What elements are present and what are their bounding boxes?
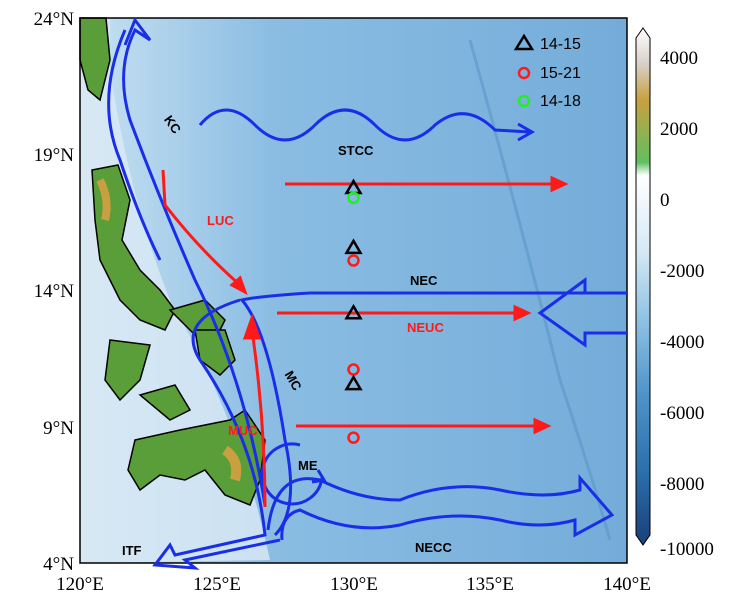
me-eddy <box>260 442 327 506</box>
station-marker-15-21 <box>347 363 360 376</box>
mc-current <box>152 298 281 570</box>
colorbar-tick: -8000 <box>660 474 704 495</box>
luc-arrow <box>161 169 241 287</box>
colorbar-tick: 4000 <box>660 48 698 69</box>
lat-tick: 4°N <box>43 554 74 575</box>
label-luc: LUC <box>207 213 234 228</box>
station-marker-15-21 <box>347 254 360 267</box>
land <box>79 17 266 506</box>
label-neuc: NEUC <box>407 320 444 335</box>
muc-arrow <box>250 329 267 508</box>
colorbar-tick: -10000 <box>660 539 714 560</box>
lon-tick: 140°E <box>603 574 651 595</box>
legend-label: 15-21 <box>540 65 581 82</box>
stcc-current <box>198 108 536 142</box>
colorbar-tick: 0 <box>660 190 670 211</box>
lon-tick: 125°E <box>193 574 241 595</box>
colorbar-tick: -2000 <box>660 261 704 282</box>
lon-tick: 120°E <box>56 574 104 595</box>
colorbar: 4000 2000 0 -2000 -4000 -6000 -8000 -100… <box>635 27 714 560</box>
label-itf: ITF <box>122 543 142 558</box>
label-nec: NEC <box>410 273 438 288</box>
legend-label: 14-18 <box>540 93 581 110</box>
map-frame <box>79 17 628 564</box>
station-marker-14-15 <box>344 238 363 255</box>
legend-red-circle-icon <box>517 66 531 80</box>
necc-current <box>266 473 615 541</box>
station-marker-14-15 <box>344 303 363 320</box>
nec-current <box>239 277 627 537</box>
legend: 14-15 15-21 14-18 <box>513 33 581 110</box>
lat-tick: 24°N <box>34 9 75 30</box>
label-necc: NECC <box>415 540 452 555</box>
stations <box>344 178 363 444</box>
lat-tick: 9°N <box>43 418 74 439</box>
colorbar-tick: -6000 <box>660 403 704 424</box>
kc-current <box>122 16 267 506</box>
label-muc: MUC <box>228 423 258 438</box>
legend-label: 14-15 <box>540 36 581 53</box>
legend-green-circle-icon <box>517 94 531 108</box>
kc-return <box>107 29 162 261</box>
lat-tick: 14°N <box>34 281 75 302</box>
label-stcc: STCC <box>338 143 374 158</box>
lat-tick: 19°N <box>34 145 75 166</box>
station-marker-15-21 <box>347 431 360 444</box>
surface-currents <box>107 16 627 570</box>
label-me: ME <box>298 458 318 473</box>
lon-tick: 135°E <box>466 574 514 595</box>
legend-triangle-icon <box>513 33 535 51</box>
station-marker-14-15 <box>344 374 363 391</box>
lon-tick: 130°E <box>330 574 378 595</box>
colorbar-tick: 2000 <box>660 119 698 140</box>
station-marker-14-18 <box>347 191 360 205</box>
undercurrents <box>161 169 569 508</box>
colorbar-tick: -4000 <box>660 332 704 353</box>
